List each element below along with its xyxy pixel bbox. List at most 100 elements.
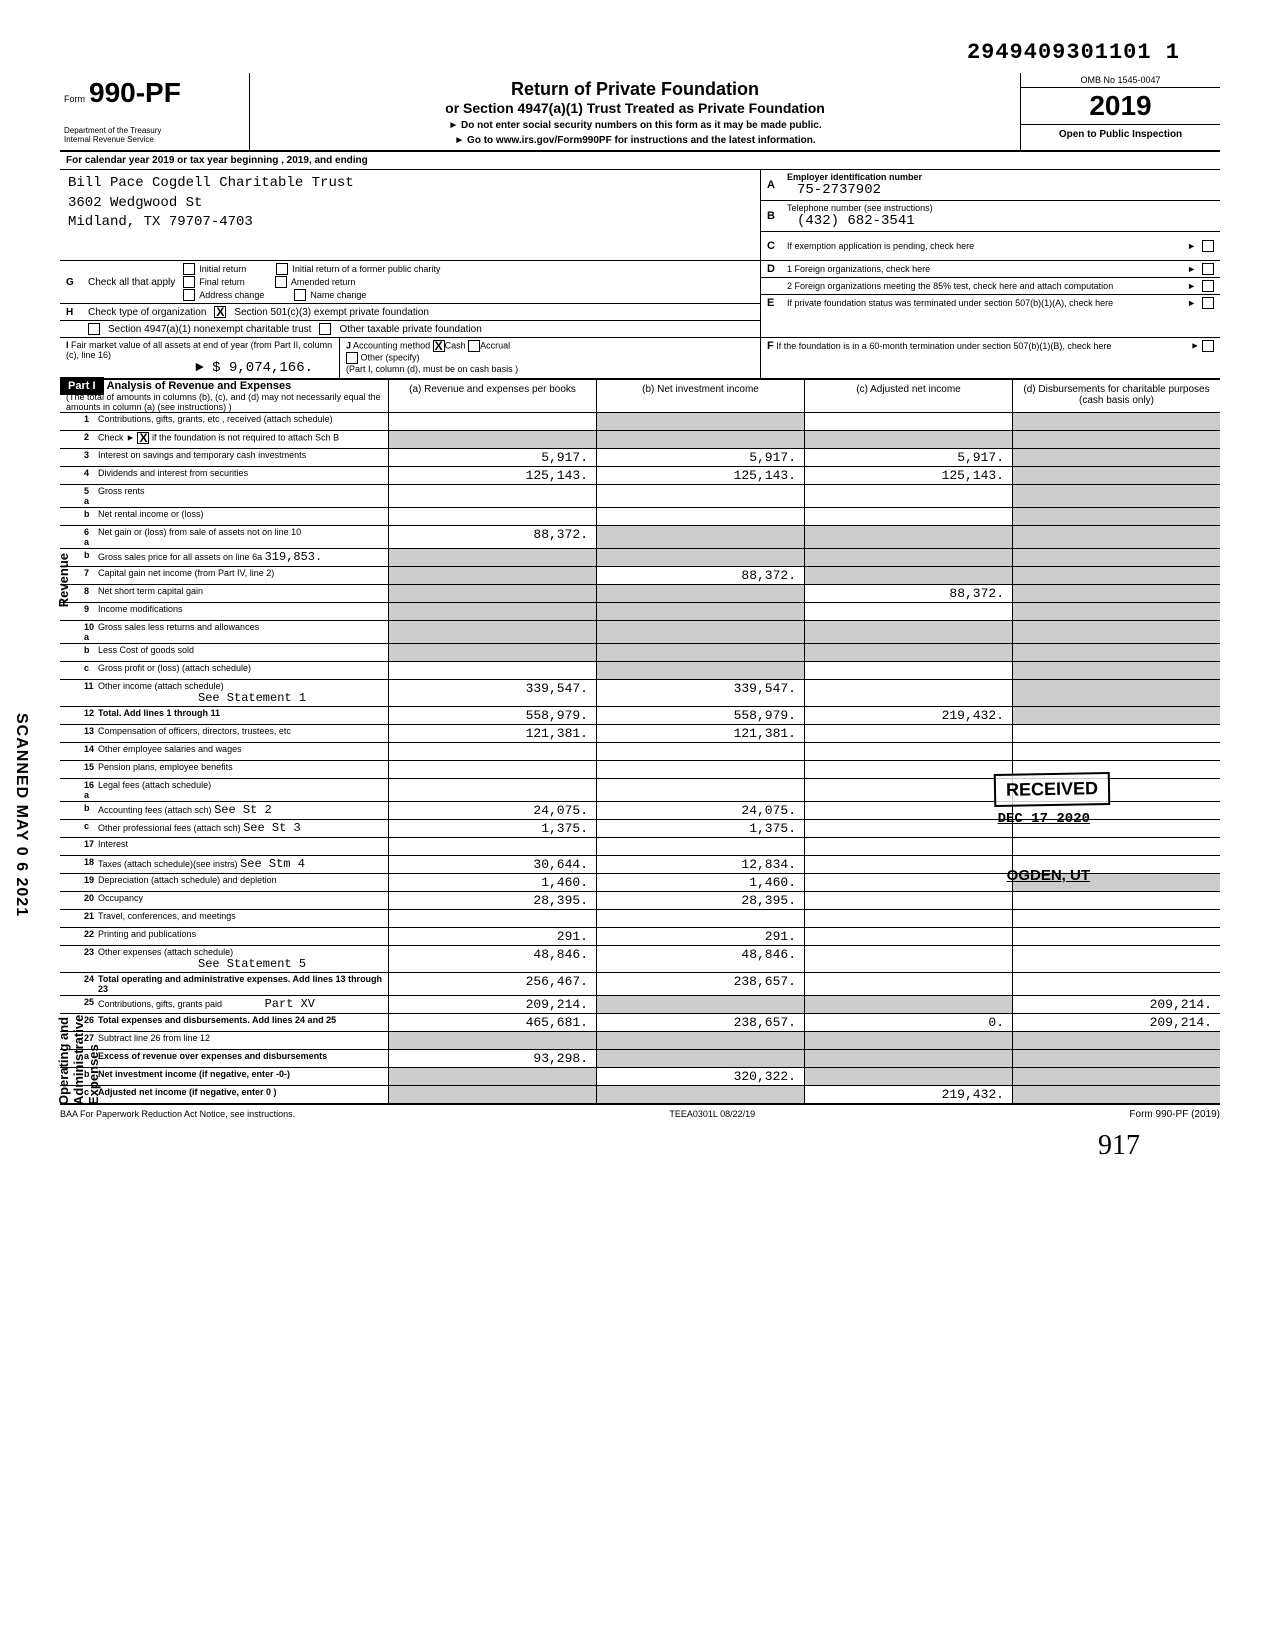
r20a: 28,395.	[389, 892, 597, 909]
g-amended[interactable]	[275, 276, 287, 288]
g-name-change[interactable]	[294, 289, 306, 301]
form-number: 990-PF	[89, 77, 181, 109]
fmv-row: I Fair market value of all assets at end…	[60, 338, 1220, 380]
j-note: (Part I, column (d), must be on cash bas…	[346, 364, 754, 374]
line-20: Occupancy	[94, 892, 389, 909]
f-checkbox[interactable]	[1202, 340, 1214, 352]
r26b: 238,657.	[597, 1014, 805, 1031]
r19a: 1,460.	[389, 874, 597, 891]
form-note2: ► Go to www.irs.gov/Form990PF for instru…	[258, 135, 1012, 146]
line-5b: Net rental income or (loss)	[94, 508, 389, 525]
form-subtitle: or Section 4947(a)(1) Trust Treated as P…	[258, 100, 1012, 116]
j-cash[interactable]	[433, 340, 445, 352]
dept-irs: Internal Revenue Service	[64, 136, 245, 145]
form-header: Form 990-PF Department of the Treasury I…	[60, 73, 1220, 152]
line-2: Check ► if the foundation is not require…	[94, 431, 389, 448]
box-d2-label: 2 Foreign organizations meeting the 85% …	[787, 281, 1113, 291]
line-27b: Net investment income (if negative, ente…	[94, 1068, 389, 1085]
line-27: Subtract line 26 from line 12	[94, 1032, 389, 1049]
check-section: G Check all that apply Initial return In…	[60, 261, 1220, 338]
h-4947[interactable]	[88, 323, 100, 335]
g-final-return[interactable]	[183, 276, 195, 288]
r27cc: 219,432.	[805, 1086, 1013, 1103]
revenue-side-label: Revenue	[56, 553, 71, 607]
ein-value: 75-2737902	[797, 182, 922, 198]
scanned-label: SCANNED MAY 0 6 2021	[12, 713, 30, 917]
data-section: Revenue Operating and Administrative Exp…	[60, 413, 1220, 1105]
d2-checkbox[interactable]	[1202, 280, 1214, 292]
d1-checkbox[interactable]	[1202, 263, 1214, 275]
line-26: Total expenses and disbursements. Add li…	[94, 1014, 389, 1031]
entity-name: Bill Pace Cogdell Charitable Trust	[68, 174, 752, 194]
row-j-letter: J	[346, 340, 351, 350]
form-title: Return of Private Foundation	[258, 79, 1012, 100]
form-label: Form	[64, 94, 85, 104]
row-i-label: Fair market value of all assets at end o…	[66, 340, 332, 360]
r27bb: 320,322.	[597, 1068, 805, 1085]
entity-block: Bill Pace Cogdell Charitable Trust 3602 …	[60, 170, 760, 260]
line-10a: Gross sales less returns and allowances	[94, 621, 389, 643]
line-27c: Adjusted net income (if negative, enter …	[94, 1086, 389, 1103]
h-501c3[interactable]	[214, 306, 226, 318]
box-b-label: Telephone number (see instructions)	[787, 203, 933, 213]
r11b: 339,547.	[597, 680, 805, 706]
r22a: 291.	[389, 928, 597, 945]
l2-checkbox[interactable]	[137, 432, 149, 444]
g-address-change[interactable]	[183, 289, 195, 301]
r18b: 12,834.	[597, 856, 805, 873]
g-initial-former[interactable]	[276, 263, 288, 275]
entity-addr2: Midland, TX 79707-4703	[68, 213, 752, 233]
box-c-checkbox[interactable]	[1202, 240, 1214, 252]
box-d-letter: D	[767, 263, 781, 275]
line-10b: Less Cost of goods sold	[94, 644, 389, 661]
row-h-letter: H	[66, 307, 80, 318]
box-f-letter: F	[767, 340, 774, 352]
r18a: 30,644.	[389, 856, 597, 873]
r16ba: 24,075.	[389, 802, 597, 819]
r24a: 256,467.	[389, 973, 597, 995]
j-accrual[interactable]	[468, 340, 480, 352]
entity-addr1: 3602 Wedgwood St	[68, 194, 752, 214]
h-other-taxable[interactable]	[319, 323, 331, 335]
line-19: Depreciation (attach schedule) and deple…	[94, 874, 389, 891]
calendar-year-row: For calendar year 2019 or tax year begin…	[60, 152, 1220, 170]
g-initial-return[interactable]	[183, 263, 195, 275]
row-g-label: Check all that apply	[88, 277, 175, 288]
r11a: 339,547.	[389, 680, 597, 706]
line-27a: Excess of revenue over expenses and disb…	[94, 1050, 389, 1067]
line-13: Compensation of officers, directors, tru…	[94, 725, 389, 742]
footer-center: TEEA0301L 08/22/19	[669, 1109, 755, 1120]
line-12: Total. Add lines 1 through 11	[94, 707, 389, 724]
line-1: Contributions, gifts, grants, etc , rece…	[94, 413, 389, 430]
fmv-value: 9,074,166.	[229, 360, 313, 376]
line-16c: Other professional fees (attach sch) See…	[94, 820, 389, 837]
line-16a: Legal fees (attach schedule)	[94, 779, 389, 801]
line-24: Total operating and administrative expen…	[94, 973, 389, 995]
box-a-label: Employer identification number	[787, 172, 922, 182]
box-a-letter: A	[767, 179, 781, 191]
r25a: 209,214.	[389, 996, 597, 1013]
row-h-label: Check type of organization	[88, 307, 206, 318]
id-boxes: A Employer identification number 75-2737…	[760, 170, 1220, 260]
r6aa: 88,372.	[389, 526, 597, 548]
box-b-letter: B	[767, 210, 781, 222]
r26c: 0.	[805, 1014, 1013, 1031]
j-other[interactable]	[346, 352, 358, 364]
form-header-center: Return of Private Foundation or Section …	[250, 73, 1020, 150]
row-g-letter: G	[66, 277, 80, 288]
e-checkbox[interactable]	[1202, 297, 1214, 309]
r3a: 5,917.	[389, 449, 597, 466]
line-15: Pension plans, employee benefits	[94, 761, 389, 778]
r19b: 1,460.	[597, 874, 805, 891]
r23a: 48,846.	[389, 946, 597, 972]
r23b: 48,846.	[597, 946, 805, 972]
r8c: 88,372.	[805, 585, 1013, 602]
form-header-right: OMB No 1545-0047 2019 Open to Public Ins…	[1020, 73, 1220, 150]
box-c-label: If exemption application is pending, che…	[787, 241, 974, 251]
r12c: 219,432.	[805, 707, 1013, 724]
r16ca: 1,375.	[389, 820, 597, 837]
footer-left: BAA For Paperwork Reduction Act Notice, …	[60, 1109, 295, 1120]
r4a: 125,143.	[389, 467, 597, 484]
line-21: Travel, conferences, and meetings	[94, 910, 389, 927]
col-c-header: (c) Adjusted net income	[805, 380, 1013, 412]
